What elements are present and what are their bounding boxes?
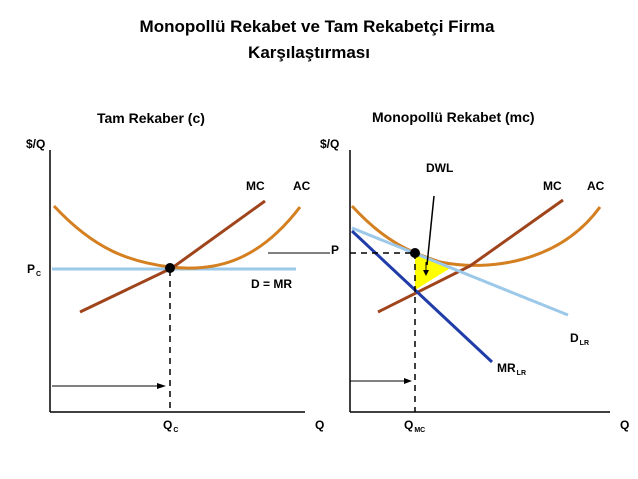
right-demand-label-main: D	[570, 331, 579, 345]
left-price-label-main: P	[27, 262, 36, 276]
left-quantity-label-main: Q	[163, 418, 173, 432]
figure-title-line1: Monopollü Rekabet ve Tam Rekabetçi Firma	[139, 17, 495, 36]
left-quantity-label: QC	[163, 418, 178, 434]
right-demand-line	[351, 226, 569, 317]
right-equilibrium-point	[410, 248, 420, 258]
dwl-pointer-line	[426, 195, 435, 266]
right-demand-label: DLR	[570, 331, 589, 347]
left-demand-label: D = MR	[251, 277, 293, 291]
right-price-label: P	[331, 243, 340, 257]
right-mr-line	[350, 229, 494, 364]
left-ac-curve	[52, 204, 302, 270]
right-quantity-label-sub: MC	[414, 427, 426, 434]
dwl-triangle	[415, 253, 452, 290]
right-mc-curve	[377, 198, 564, 314]
left-mc-curve	[79, 199, 266, 314]
left-quantity-label-sub: C	[173, 427, 179, 434]
right-demand-label-sub: LR	[579, 340, 590, 347]
right-panel	[268, 150, 610, 413]
left-price-label-sub: C	[36, 271, 42, 278]
left-arrow-head	[157, 383, 166, 389]
right-x-axis-label: Q	[620, 418, 630, 432]
figure-title-line2: Karşılaştırması	[248, 43, 370, 62]
left-price-label: PC	[27, 262, 41, 278]
right-ac-curve	[350, 204, 602, 267]
right-y-axis-label: $/Q	[320, 137, 340, 151]
right-mr-label: MRLR	[497, 361, 526, 377]
right-mr-label-main: MR	[497, 361, 516, 375]
dwl-small-arrow-head	[423, 270, 429, 276]
right-ac-label: AC	[587, 179, 605, 193]
right-panel-title: Monopollü Rekabet (mc)	[372, 109, 535, 125]
left-ac-label: AC	[293, 179, 311, 193]
left-x-axis-label: Q	[315, 418, 325, 432]
left-equilibrium-point	[165, 263, 175, 273]
left-panel	[49, 150, 305, 413]
left-mc-label: MC	[246, 179, 265, 193]
dwl-label: DWL	[426, 161, 454, 175]
right-arrow-head	[404, 378, 412, 384]
right-mc-label: MC	[543, 179, 562, 193]
left-y-axis-label: $/Q	[26, 137, 46, 151]
right-mr-label-sub: LR	[516, 370, 527, 377]
right-quantity-label: QMC	[404, 418, 425, 434]
right-quantity-label-main: Q	[404, 418, 414, 432]
left-panel-title: Tam Rekaber (c)	[97, 110, 205, 126]
